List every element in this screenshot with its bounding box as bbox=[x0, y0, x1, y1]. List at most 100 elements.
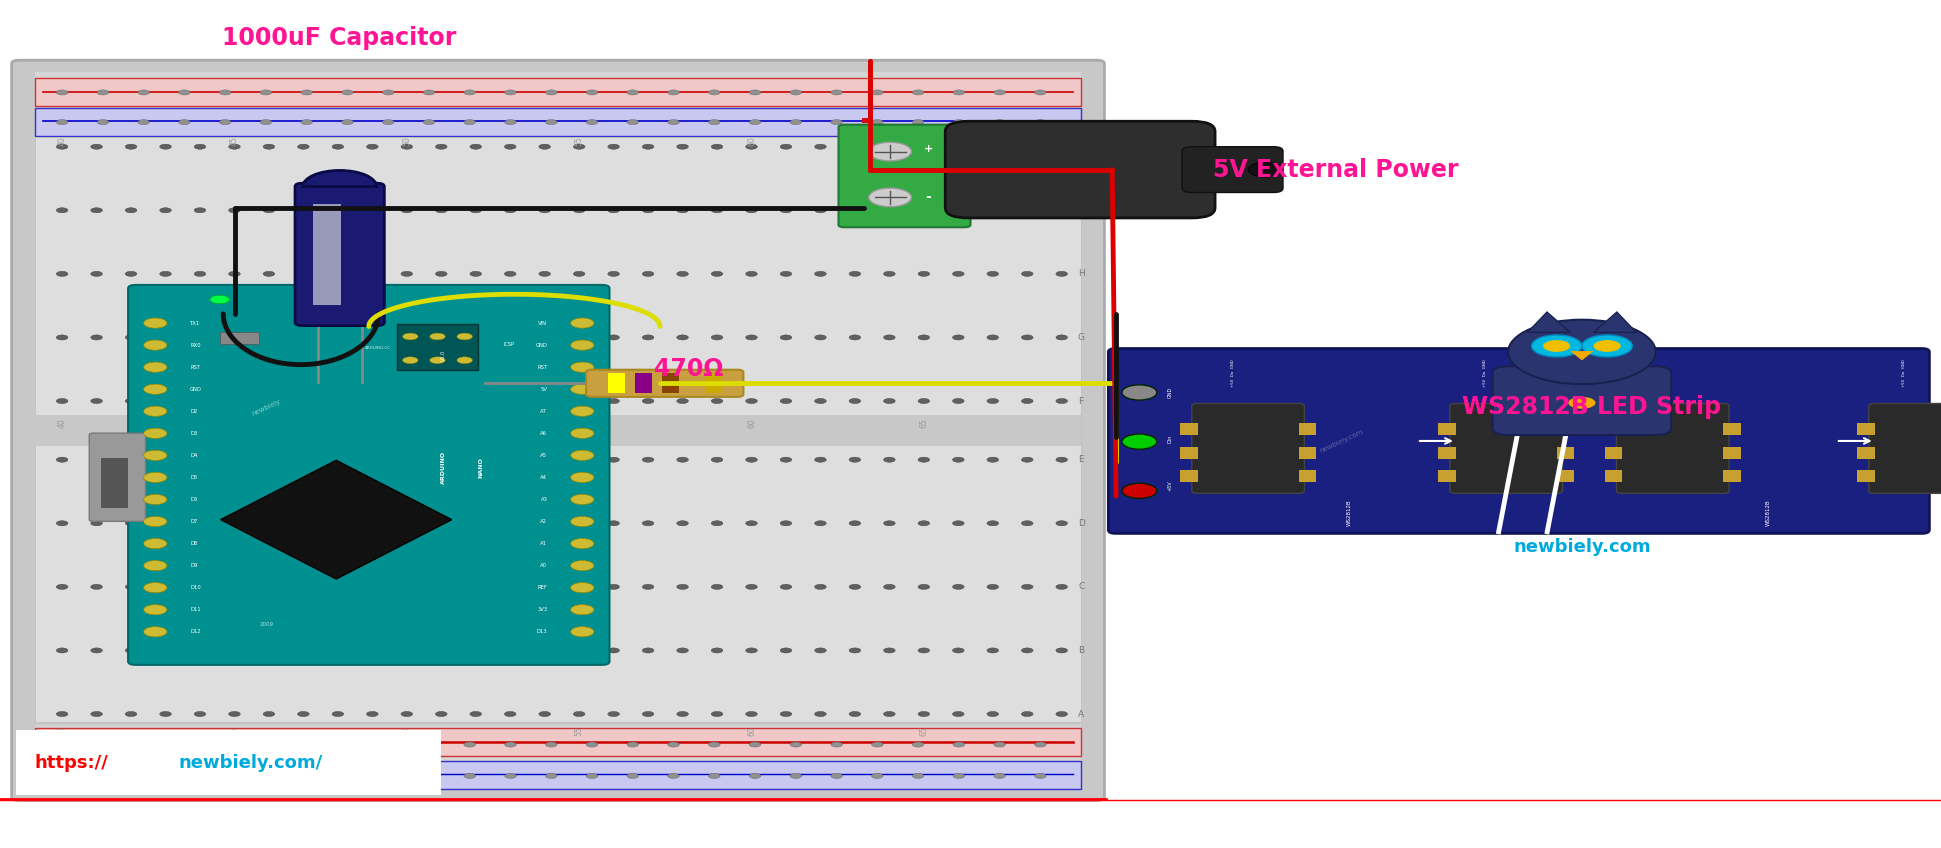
Circle shape bbox=[677, 521, 689, 526]
Circle shape bbox=[126, 584, 138, 589]
Circle shape bbox=[780, 335, 792, 340]
Circle shape bbox=[1021, 521, 1033, 526]
Circle shape bbox=[194, 144, 206, 149]
Circle shape bbox=[780, 648, 792, 653]
Circle shape bbox=[1021, 584, 1033, 589]
Circle shape bbox=[677, 711, 689, 717]
Text: RST: RST bbox=[538, 365, 547, 370]
Circle shape bbox=[953, 90, 965, 95]
Circle shape bbox=[986, 457, 998, 462]
Circle shape bbox=[367, 521, 378, 526]
Circle shape bbox=[1035, 90, 1046, 95]
Circle shape bbox=[571, 340, 594, 350]
Circle shape bbox=[642, 711, 654, 717]
Circle shape bbox=[97, 742, 109, 747]
Circle shape bbox=[144, 362, 167, 372]
Circle shape bbox=[642, 399, 654, 404]
Circle shape bbox=[1056, 144, 1068, 149]
Text: +5V  Do  GND: +5V Do GND bbox=[1483, 360, 1487, 388]
Text: newbiely.com/: newbiely.com/ bbox=[179, 754, 322, 773]
Circle shape bbox=[848, 521, 860, 526]
Circle shape bbox=[56, 144, 68, 149]
Circle shape bbox=[159, 457, 171, 462]
Circle shape bbox=[91, 584, 103, 589]
Circle shape bbox=[912, 742, 924, 747]
Bar bbox=[313, 204, 340, 305]
Circle shape bbox=[571, 627, 594, 637]
Circle shape bbox=[710, 399, 722, 404]
Circle shape bbox=[332, 457, 344, 462]
Circle shape bbox=[402, 399, 413, 404]
Circle shape bbox=[194, 271, 206, 276]
Bar bbox=[1438, 447, 1456, 459]
Text: Din: Din bbox=[1168, 435, 1172, 443]
Circle shape bbox=[545, 773, 557, 778]
Circle shape bbox=[912, 773, 924, 778]
Circle shape bbox=[423, 90, 435, 95]
Circle shape bbox=[1568, 397, 1596, 409]
Circle shape bbox=[608, 208, 619, 213]
Bar bbox=[1724, 423, 1741, 435]
Circle shape bbox=[264, 521, 276, 526]
Circle shape bbox=[815, 521, 827, 526]
Circle shape bbox=[342, 120, 353, 125]
Text: 60: 60 bbox=[747, 726, 755, 736]
Text: GND: GND bbox=[536, 343, 547, 348]
Text: newbiely.com: newbiely.com bbox=[1318, 428, 1365, 454]
Bar bbox=[608, 373, 625, 393]
FancyBboxPatch shape bbox=[1108, 349, 1929, 533]
Circle shape bbox=[540, 208, 551, 213]
Circle shape bbox=[708, 90, 720, 95]
Text: +5V: +5V bbox=[1168, 480, 1172, 491]
Circle shape bbox=[91, 399, 103, 404]
Circle shape bbox=[642, 584, 654, 589]
Circle shape bbox=[367, 335, 378, 340]
Circle shape bbox=[301, 120, 313, 125]
Circle shape bbox=[91, 335, 103, 340]
Polygon shape bbox=[1570, 351, 1594, 360]
Circle shape bbox=[608, 335, 619, 340]
Bar bbox=[1438, 471, 1456, 483]
Circle shape bbox=[627, 120, 639, 125]
Circle shape bbox=[986, 399, 998, 404]
Circle shape bbox=[367, 457, 378, 462]
Text: D8: D8 bbox=[190, 541, 198, 546]
Circle shape bbox=[815, 457, 827, 462]
Circle shape bbox=[883, 521, 895, 526]
Circle shape bbox=[56, 335, 68, 340]
Circle shape bbox=[848, 335, 860, 340]
Text: I: I bbox=[1079, 206, 1083, 215]
Bar bbox=[35, 108, 1081, 136]
Bar bbox=[101, 458, 128, 509]
Circle shape bbox=[918, 399, 930, 404]
Circle shape bbox=[710, 711, 722, 717]
FancyBboxPatch shape bbox=[12, 60, 1104, 801]
Bar bbox=[1299, 447, 1316, 459]
Circle shape bbox=[367, 711, 378, 717]
Circle shape bbox=[573, 144, 584, 149]
Text: WS2812B: WS2812B bbox=[1766, 499, 1770, 526]
Circle shape bbox=[986, 711, 998, 717]
Circle shape bbox=[918, 584, 930, 589]
Text: 65: 65 bbox=[920, 726, 928, 736]
Circle shape bbox=[745, 335, 757, 340]
Text: A2: A2 bbox=[540, 519, 547, 524]
Circle shape bbox=[953, 521, 965, 526]
FancyBboxPatch shape bbox=[945, 121, 1215, 218]
Circle shape bbox=[402, 711, 413, 717]
Bar bbox=[1724, 471, 1741, 483]
Circle shape bbox=[159, 711, 171, 717]
Circle shape bbox=[608, 271, 619, 276]
Circle shape bbox=[1021, 457, 1033, 462]
Circle shape bbox=[745, 144, 757, 149]
Circle shape bbox=[1021, 399, 1033, 404]
Bar bbox=[35, 725, 1081, 789]
Circle shape bbox=[229, 584, 241, 589]
Circle shape bbox=[986, 208, 998, 213]
Circle shape bbox=[260, 742, 272, 747]
Circle shape bbox=[342, 90, 353, 95]
Text: V3.0: V3.0 bbox=[441, 350, 446, 361]
Circle shape bbox=[986, 271, 998, 276]
Bar bbox=[35, 728, 1081, 756]
Circle shape bbox=[986, 144, 998, 149]
